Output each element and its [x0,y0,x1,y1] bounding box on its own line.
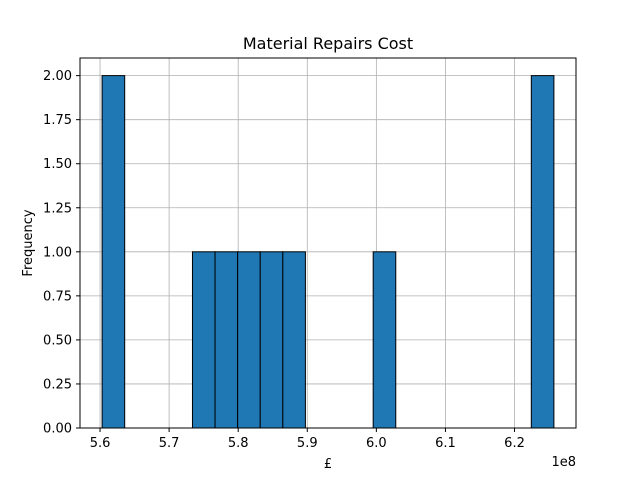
y-tick-label: 0.00 [43,422,72,437]
y-tick-label: 0.75 [43,289,72,304]
plot-frame [79,57,577,429]
y-tick-label: 1.25 [43,201,72,216]
x-tick-label: 5.8 [228,436,249,451]
x-tick-label: 5.7 [159,436,180,451]
y-axis-label: Frequency [21,209,36,276]
histogram-bar [191,251,216,429]
x-ticks: 5.6 5.7 5.8 5.9 6.0 6.1 6.2 [90,428,525,451]
x-tick-label: 5.6 [90,436,111,451]
histogram-bar [372,251,397,429]
histogram-bar [101,75,126,429]
y-tick-label: 0.25 [43,377,72,392]
histogram-bar [214,251,239,429]
x-tick-label: 6.2 [504,436,525,451]
y-tick-label: 2.00 [43,69,72,84]
y-tick-label: 1.50 [43,157,72,172]
bars-layer [101,75,555,429]
y-ticks: 0.00 0.25 0.50 0.75 1.00 1.25 1.50 1.75 2.00 [43,69,80,437]
histogram-bar [259,251,284,429]
grid-layer [80,58,576,429]
x-offset-label: 1e8 [551,455,576,470]
histogram-bar [530,75,555,429]
x-axis-label: £ [324,457,332,472]
x-tick-label: 6.1 [435,436,456,451]
chart-title: Material Repairs Cost [243,34,413,53]
y-tick-label: 1.00 [43,245,72,260]
histogram-bar [237,251,261,429]
y-tick-label: 0.50 [43,333,72,348]
x-tick-label: 5.9 [297,436,318,451]
y-tick-label: 1.75 [43,113,72,128]
histogram-bar [282,251,306,429]
x-tick-label: 6.0 [366,436,387,451]
